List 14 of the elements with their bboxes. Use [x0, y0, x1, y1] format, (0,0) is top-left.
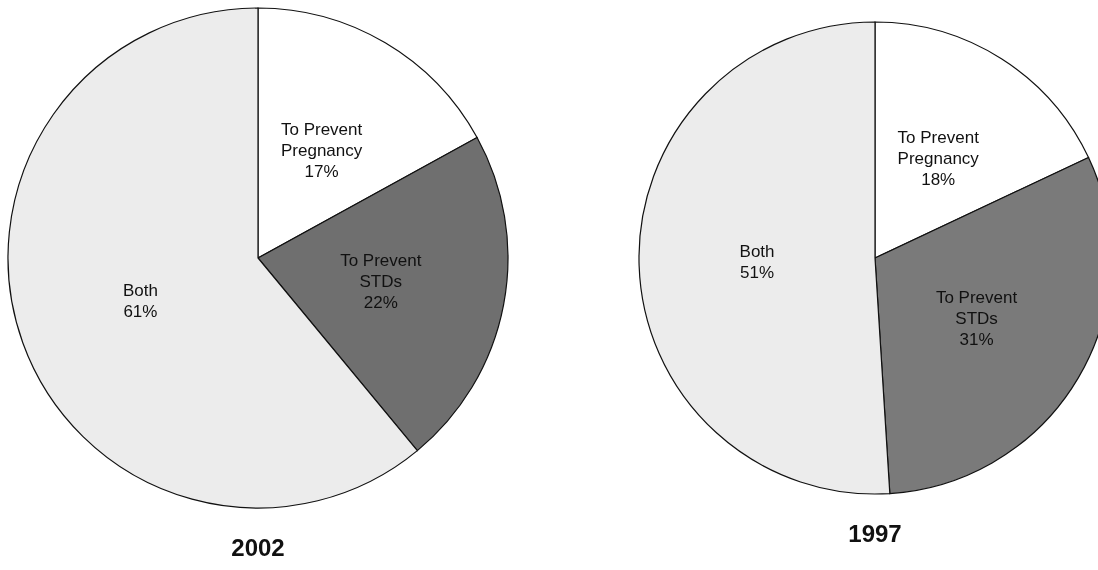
data-label: 31% [959, 330, 994, 350]
slice-label: To Prevent STDs [340, 251, 422, 292]
text: 2002 [231, 534, 285, 561]
slice-label: To Prevent Pregnancy [897, 128, 980, 169]
data-label: 61% [123, 301, 158, 321]
text: 1997 [848, 520, 902, 547]
data-label: 22% [363, 293, 398, 313]
slice-label: Both [739, 242, 775, 262]
data-label: 51% [740, 263, 775, 283]
data-label: 18% [921, 170, 956, 190]
slice-label: To Prevent STDs [935, 288, 1018, 329]
slice-label: To Prevent Pregnancy [280, 120, 363, 161]
data-label: 17% [304, 162, 339, 182]
slice-label: Both [122, 280, 158, 300]
